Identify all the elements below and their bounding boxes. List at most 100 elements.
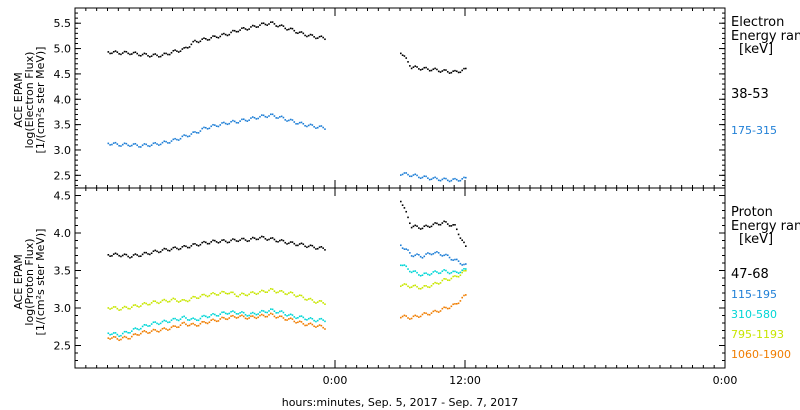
data-point <box>432 271 435 273</box>
data-point <box>149 253 151 256</box>
data-point <box>400 244 402 247</box>
data-point <box>170 51 173 54</box>
data-point <box>120 255 122 258</box>
data-point <box>275 291 278 294</box>
data-point <box>432 253 435 255</box>
data-point <box>121 336 124 339</box>
data-point <box>418 227 420 229</box>
data-point <box>412 225 415 228</box>
legend-entry: 310-580 <box>731 308 777 321</box>
data-point <box>129 331 131 334</box>
data-point <box>315 320 317 323</box>
data-point <box>401 284 404 286</box>
data-point <box>412 255 415 258</box>
data-point <box>132 328 135 330</box>
data-point <box>241 311 243 313</box>
data-point <box>324 303 326 306</box>
data-point <box>176 326 178 329</box>
data-point <box>306 125 308 128</box>
data-point <box>226 241 229 244</box>
data-point <box>418 253 420 256</box>
data-point <box>401 315 404 318</box>
data-point <box>455 271 458 274</box>
data-point <box>127 144 129 147</box>
data-point <box>145 143 148 146</box>
data-point <box>183 299 185 301</box>
data-point <box>416 225 418 227</box>
data-point <box>158 323 160 326</box>
data-point <box>248 317 250 319</box>
data-point <box>188 135 191 137</box>
data-point <box>421 176 424 179</box>
data-point <box>174 317 176 320</box>
data-point <box>284 27 287 30</box>
data-point <box>232 238 234 240</box>
data-point <box>284 319 287 321</box>
data-point <box>409 318 411 320</box>
data-point <box>266 291 268 293</box>
data-point <box>459 274 462 277</box>
data-point <box>136 334 138 336</box>
data-point <box>217 241 220 244</box>
data-point <box>203 293 205 296</box>
data-point <box>259 115 261 118</box>
data-point <box>123 330 126 333</box>
data-point <box>405 172 408 174</box>
data-point <box>132 143 135 145</box>
series-47-68 <box>107 200 467 259</box>
data-point <box>141 303 144 305</box>
data-point <box>295 244 297 247</box>
data-point <box>275 117 278 119</box>
data-point <box>223 316 225 319</box>
data-point <box>313 36 315 38</box>
data-point <box>268 289 270 292</box>
data-point <box>257 316 259 319</box>
data-point <box>434 67 436 70</box>
data-point <box>203 240 205 243</box>
proton-x-ticks <box>74 188 726 368</box>
data-point <box>167 53 169 56</box>
data-point <box>228 312 231 315</box>
data-point <box>423 285 426 287</box>
data-point <box>120 145 122 147</box>
data-point <box>300 31 303 33</box>
data-point <box>441 255 444 257</box>
data-point <box>111 255 113 257</box>
data-point <box>302 122 305 125</box>
data-point <box>405 283 408 286</box>
data-point <box>400 316 402 319</box>
data-point <box>279 239 281 242</box>
data-point <box>412 284 415 287</box>
data-point <box>309 297 312 300</box>
data-point <box>206 322 209 325</box>
data-point <box>208 294 211 297</box>
data-point <box>405 57 408 59</box>
data-point <box>168 328 171 331</box>
data-point <box>307 245 310 248</box>
data-point <box>425 272 427 274</box>
data-point <box>264 315 267 318</box>
data-point <box>316 319 319 322</box>
data-point <box>253 25 256 27</box>
legend-entry: 47-68 <box>731 267 769 282</box>
data-point <box>403 55 406 57</box>
data-point <box>450 71 453 74</box>
data-point <box>270 308 272 310</box>
data-point <box>172 325 175 327</box>
data-point <box>251 24 254 27</box>
data-point <box>214 313 216 316</box>
data-point <box>194 318 196 320</box>
series-175-315 <box>107 113 467 183</box>
proton-points <box>107 200 467 342</box>
data-point <box>150 55 153 57</box>
data-point <box>455 258 458 261</box>
data-point <box>298 31 301 34</box>
data-point <box>401 264 404 267</box>
data-point <box>421 68 424 70</box>
data-point <box>138 255 140 258</box>
data-point <box>260 313 263 316</box>
data-point <box>419 69 422 71</box>
data-point <box>186 324 189 327</box>
data-point <box>140 54 142 57</box>
data-point <box>230 31 232 34</box>
